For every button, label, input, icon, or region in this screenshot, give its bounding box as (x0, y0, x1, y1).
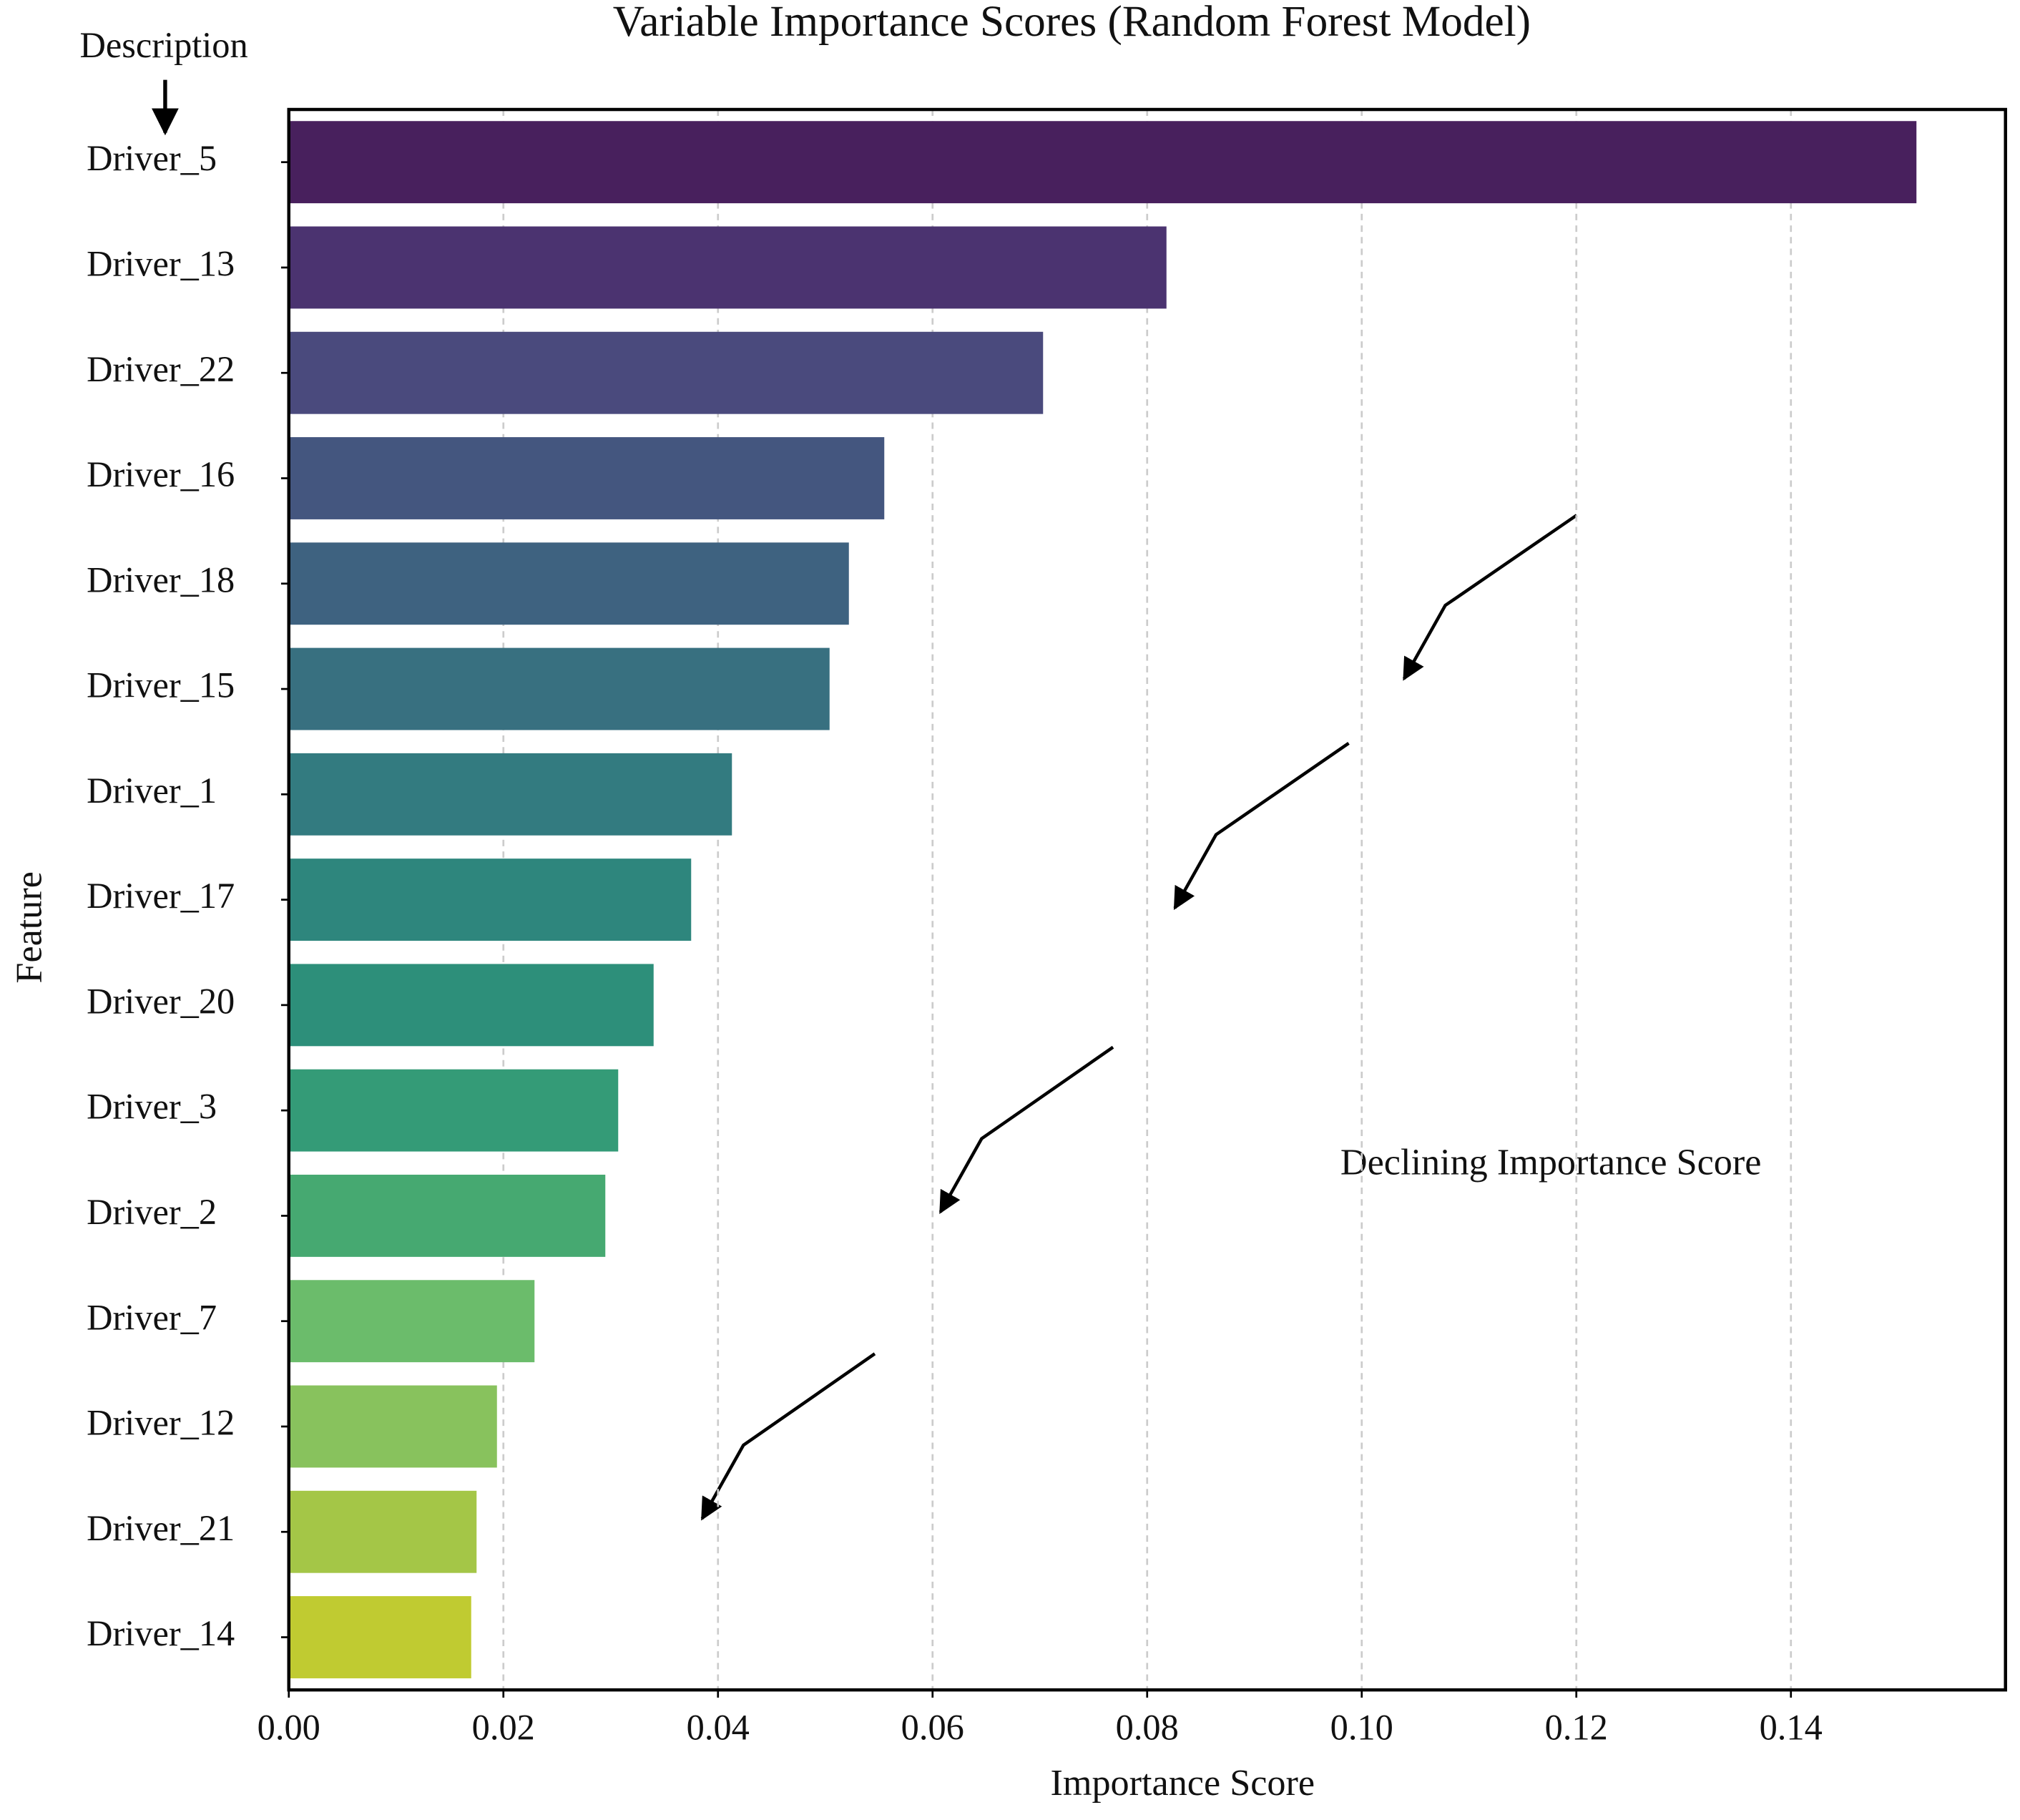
x-axis-label: Importance Score (1050, 1762, 1315, 1804)
y-axis-label: Feature (8, 871, 49, 984)
bar (288, 1280, 535, 1363)
y-tick-label: Driver_17 (87, 876, 235, 916)
bar (288, 542, 849, 625)
x-tick-label: 0.06 (901, 1707, 964, 1747)
chart-title: Variable Importance Scores (Random Fores… (613, 0, 1531, 46)
bar (288, 1596, 471, 1678)
bar (288, 226, 1167, 309)
y-tick-label: Driver_13 (87, 244, 235, 284)
y-tick-label: Driver_1 (87, 770, 217, 811)
arrow (700, 1352, 876, 1521)
y-tick-label: Driver_14 (87, 1613, 235, 1653)
y-tick-label: Driver_3 (87, 1087, 217, 1127)
y-tick-label: Driver_5 (87, 138, 217, 178)
y-tick-label: Driver_7 (87, 1297, 217, 1337)
y-tick-label: Driver_20 (87, 981, 235, 1021)
annotation: Description (80, 25, 248, 65)
x-tick-label: 0.00 (258, 1707, 320, 1747)
bar (288, 858, 692, 941)
bar (288, 121, 1917, 204)
x-tick-label: 0.14 (1760, 1707, 1823, 1747)
bar (288, 964, 654, 1047)
y-tick-label: Driver_12 (87, 1403, 235, 1443)
bar (288, 1174, 606, 1257)
annotation: Declining Importance Score (1340, 1141, 1762, 1183)
y-tick-label: Driver_2 (87, 1192, 217, 1232)
y-tick-label: Driver_18 (87, 559, 235, 600)
plot-area: 0.00 0.02 0.04 0.06 0.08 0.10 0.12 0.14 Driver_5… (87, 107, 2007, 1747)
bar (288, 331, 1044, 414)
arrow (1173, 741, 1350, 911)
x-tick-label: 0.08 (1116, 1707, 1179, 1747)
x-tick-label: 0.12 (1545, 1707, 1608, 1747)
y-tick-label: Driver_16 (87, 454, 235, 494)
bar (288, 437, 885, 519)
bar (288, 753, 732, 836)
x-tick-label: 0.10 (1330, 1707, 1393, 1747)
arrow (938, 1045, 1114, 1214)
bar (288, 1069, 619, 1152)
arrow (1402, 514, 1578, 681)
x-tick-label: 0.04 (687, 1707, 750, 1747)
plot-frame (287, 107, 2007, 1692)
y-tick-label: Driver_15 (87, 665, 235, 705)
bar (288, 1385, 497, 1468)
x-tick-label: 0.02 (472, 1707, 535, 1747)
bar (288, 647, 830, 730)
y-tick-label: Driver_21 (87, 1508, 235, 1548)
bar (288, 1490, 477, 1573)
y-tick-label: Driver_22 (87, 349, 235, 389)
arrows (700, 514, 1578, 1521)
